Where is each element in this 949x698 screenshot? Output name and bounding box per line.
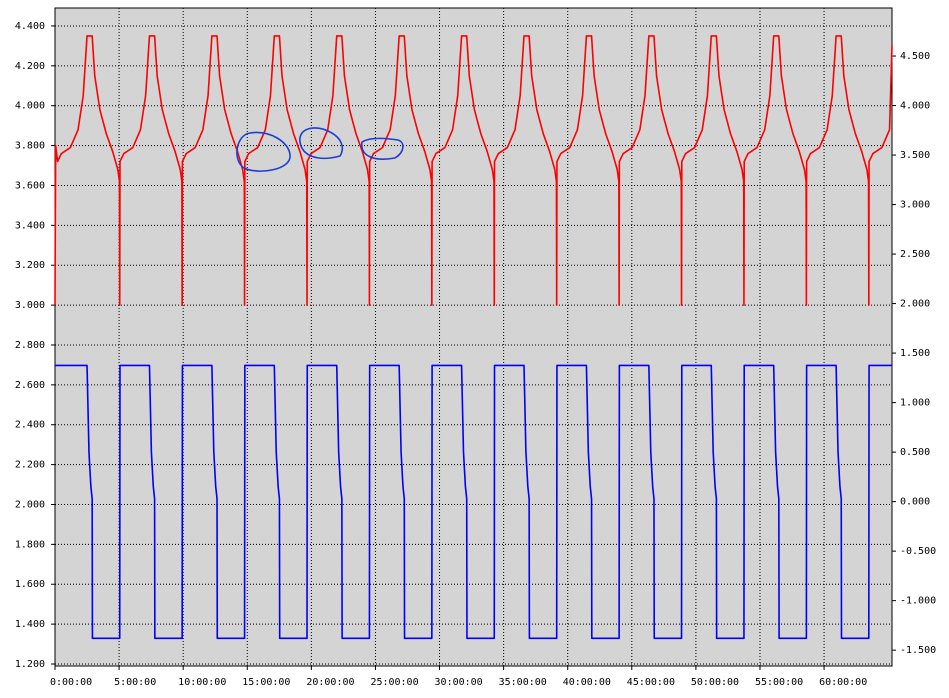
x-tick-label: 35:00:00 [499, 677, 547, 688]
x-tick-label: 30:00:00 [435, 677, 483, 688]
y-tick-label: 2.400 [15, 420, 45, 431]
y-tick-label: 4.400 [15, 21, 45, 32]
y-tick-label: 2.000 [15, 499, 45, 510]
y2-tick-label: 4.000 [900, 101, 930, 112]
tick-labels: 0:00:00 5:00:00 10:00:00 15:00:00 20:00:00 25… [15, 21, 936, 688]
x-tick-label: 45:00:00 [627, 677, 675, 688]
hand-circle [299, 127, 344, 160]
y2-tick-label: 2.500 [900, 249, 930, 260]
lines [54, 35, 893, 640]
y-tick-label: 3.000 [15, 300, 45, 311]
y2-tick-label: 4.500 [900, 51, 930, 62]
series-line [54, 35, 893, 306]
y2-tick-label: -1.500 [900, 645, 936, 656]
y-tick-label: 4.200 [15, 61, 45, 72]
y2-tick-label: 3.000 [900, 200, 930, 211]
y-tick-label: 2.600 [15, 380, 45, 391]
plot-area [54, 7, 893, 667]
y2-tick-label: 1.000 [900, 398, 930, 409]
x-tick-label: 10:00:00 [178, 677, 226, 688]
y-tick-label: 3.400 [15, 220, 45, 231]
y-tick-label: 2.200 [15, 460, 45, 471]
x-tick-label: 0:00:00 [50, 677, 92, 688]
y2-tick-label: 2.000 [900, 299, 930, 310]
x-tick-label: 40:00:00 [563, 677, 611, 688]
series-line [55, 364, 892, 640]
y-tick-label: 1.800 [15, 539, 45, 550]
y2-tick-label: -1.000 [900, 596, 936, 607]
y-tick-label: 1.200 [15, 659, 45, 670]
x-tick-label: 50:00:00 [691, 677, 739, 688]
x-tick-label: 20:00:00 [306, 677, 354, 688]
y-tick-label: 1.400 [15, 619, 45, 630]
y2-tick-label: 0.500 [900, 447, 930, 458]
hand-circle [236, 131, 291, 172]
annotations [236, 127, 404, 172]
grid [51, 8, 896, 670]
x-tick-label: 5:00:00 [114, 677, 156, 688]
y2-tick-label: -0.500 [900, 546, 936, 557]
y2-tick-label: 3.500 [900, 150, 930, 161]
x-tick-label: 15:00:00 [242, 677, 290, 688]
y-tick-label: 3.800 [15, 141, 45, 152]
hand-circle [361, 137, 404, 160]
y-tick-label: 1.600 [15, 579, 45, 590]
y2-tick-label: 0.000 [900, 497, 930, 508]
y-tick-label: 3.600 [15, 180, 45, 191]
y-tick-label: 2.800 [15, 340, 45, 351]
y-tick-label: 3.200 [15, 260, 45, 271]
y2-tick-label: 1.500 [900, 348, 930, 359]
x-tick-label: 55:00:00 [755, 677, 803, 688]
y-tick-label: 4.000 [15, 101, 45, 112]
x-tick-label: 60:00:00 [819, 677, 867, 688]
x-tick-label: 25:00:00 [370, 677, 418, 688]
